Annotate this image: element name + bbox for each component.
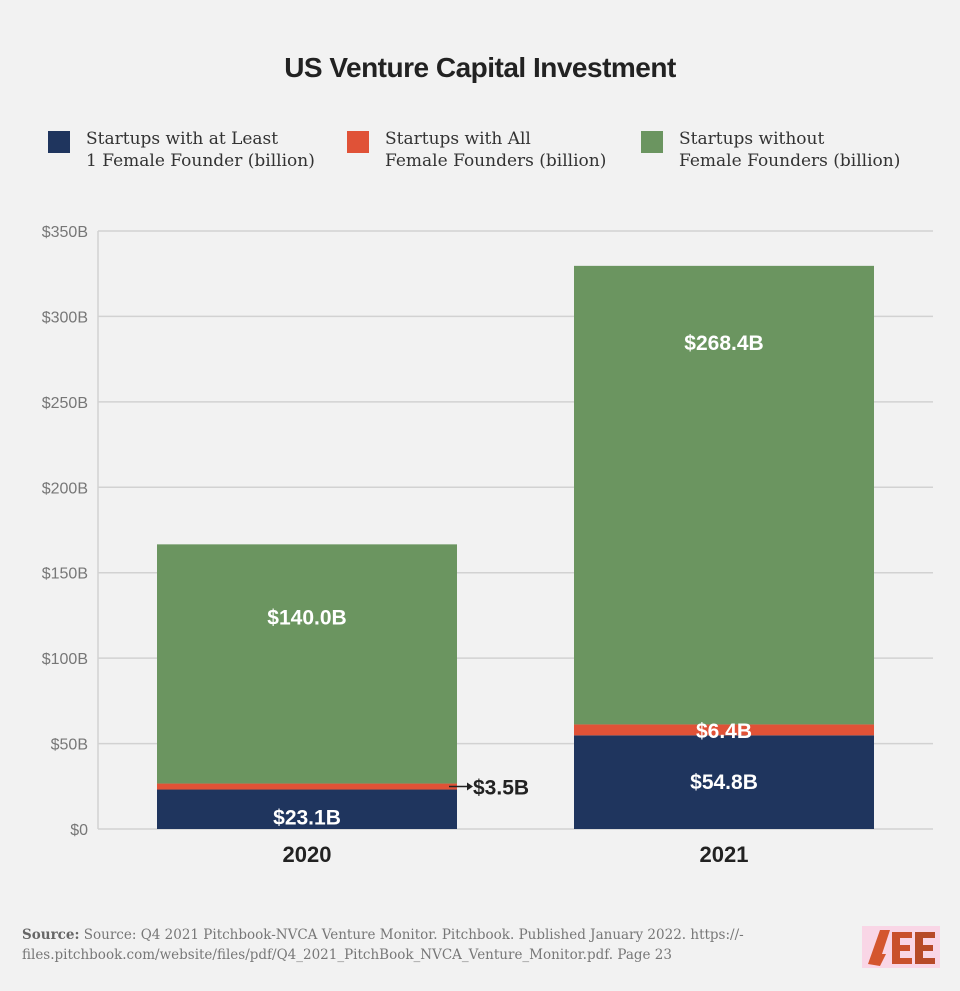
y-tick-label: $0	[70, 822, 88, 839]
bar-segment	[574, 265, 874, 725]
data-label: $268.4B	[684, 332, 763, 355]
legend-label: Startups with at Least	[86, 129, 279, 149]
bar-segment	[574, 735, 874, 829]
legend-label: Startups without	[679, 129, 825, 149]
bar-segment	[574, 724, 874, 736]
y-tick-label: $150B	[42, 566, 88, 583]
arrow-head-icon	[467, 782, 473, 791]
data-label: $6.4B	[696, 720, 752, 743]
legend-label: Female Founders (billion)	[385, 151, 607, 171]
legend-item-all-female: Startups with All Female Founders (billio…	[347, 128, 606, 172]
source-text: Source: Q4 2021 Pitchbook-NVCA Venture M…	[22, 927, 744, 963]
legend-swatch-red	[347, 131, 369, 153]
legend-label: Female Founders (billion)	[679, 151, 901, 171]
y-tick-label: $300B	[42, 309, 88, 326]
x-tick-label: 2020	[283, 842, 332, 867]
data-label: $140.0B	[267, 606, 346, 629]
source-label: Source:	[22, 927, 80, 943]
legend-item-at-least-one-female: Startups with at Least 1 Female Founder (…	[48, 128, 315, 172]
y-tick-label: $200B	[42, 480, 88, 497]
chart-title: US Venture Capital Investment	[284, 52, 676, 83]
x-tick-label: 2021	[700, 842, 749, 867]
legend-item-without-female: Startups without Female Founders (billion…	[641, 128, 900, 172]
legend-swatch-navy	[48, 131, 70, 153]
bar-segment	[157, 544, 457, 784]
legend-swatch-green	[641, 131, 663, 153]
y-tick-label: $50B	[51, 737, 88, 754]
legend-label: Startups with All	[385, 129, 531, 149]
bar-segment	[157, 783, 457, 790]
y-tick-label: $250B	[42, 395, 88, 412]
data-label: $3.5B	[473, 777, 529, 800]
data-label: $54.8B	[690, 771, 758, 794]
data-label: $23.1B	[273, 806, 341, 829]
source-note: Source: Source: Q4 2021 Pitchbook-NVCA V…	[22, 925, 842, 965]
y-tick-label: $100B	[42, 651, 88, 668]
y-tick-label: $350B	[42, 224, 88, 241]
bar-segment	[157, 789, 457, 829]
legend-label: 1 Female Founder (billion)	[86, 151, 315, 171]
stacked-bar-chart: $0 $50B $100B $150B $200B $250B $300B $350B 2020…	[42, 224, 933, 867]
aee-logo	[862, 926, 940, 968]
